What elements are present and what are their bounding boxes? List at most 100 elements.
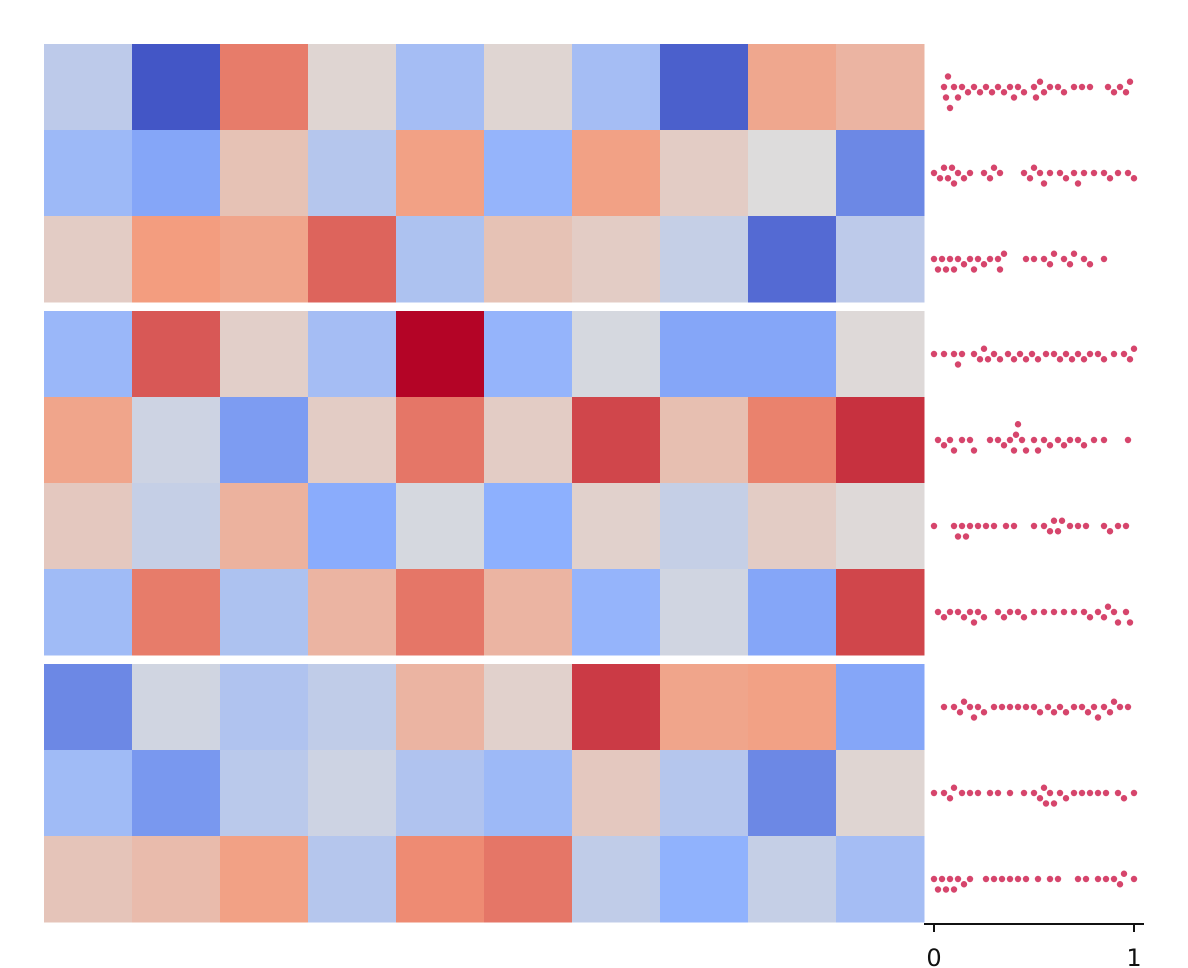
swarm-point: [1040, 89, 1048, 96]
heatmap-cell: [660, 750, 749, 837]
heatmap-cell: [396, 216, 485, 303]
heatmap-cell: [572, 397, 661, 484]
swarm-point: [954, 608, 962, 616]
swarm-point: [1124, 703, 1132, 711]
swarm-point: [1014, 703, 1022, 711]
swarm-point: [990, 350, 998, 358]
heatmap-cell: [132, 311, 221, 398]
heatmap-cell: [396, 311, 485, 398]
swarm-point: [1082, 875, 1090, 883]
swarm-point: [996, 356, 1004, 363]
swarm-point: [1030, 255, 1038, 263]
heatmap-cell: [748, 836, 837, 923]
heatmap-cell: [396, 664, 485, 751]
swarm-point: [980, 261, 988, 268]
heatmap-cell: [308, 216, 397, 303]
heatmap-cell: [572, 311, 661, 398]
swarm-point: [1056, 703, 1064, 711]
swarm-point: [1050, 709, 1058, 716]
swarm-point: [1126, 356, 1134, 363]
swarm-point: [1044, 703, 1052, 711]
swarm-point: [1100, 703, 1108, 711]
swarm-point: [954, 94, 962, 101]
swarm-point: [946, 875, 954, 883]
heatmap-cell: [132, 130, 221, 217]
swarm-point: [1070, 789, 1078, 797]
swarm-point: [1062, 175, 1070, 182]
swarm-point: [1056, 789, 1064, 797]
swarm-point: [1094, 714, 1102, 721]
swarm-point: [1050, 800, 1058, 807]
heatmap-cell: [836, 664, 925, 751]
swarm-point: [930, 789, 938, 797]
heatmap-cell: [44, 130, 133, 217]
heatmap-cell: [44, 44, 133, 131]
swarm-point: [1034, 447, 1042, 454]
swarm-point: [1056, 169, 1064, 177]
heatmap-cell: [572, 664, 661, 751]
swarm-point: [1106, 175, 1114, 182]
swarm-point: [1060, 255, 1068, 263]
swarm-point: [958, 350, 966, 358]
swarm-point: [934, 608, 942, 616]
swarm-point: [960, 175, 968, 182]
heatmap-cell: [572, 130, 661, 217]
heatmap-cell: [748, 397, 837, 484]
swarm-point: [1042, 800, 1050, 807]
swarm-point: [1046, 83, 1054, 91]
swarm-point: [1070, 703, 1078, 711]
swarm-point: [1042, 350, 1050, 358]
swarm-point: [940, 350, 948, 358]
swarm-point: [1082, 522, 1090, 530]
swarm-point: [1102, 789, 1110, 797]
swarm-point: [1054, 528, 1062, 535]
heatmap-cell: [660, 664, 749, 751]
heatmap-cell: [308, 750, 397, 837]
heatmap-cell: [132, 483, 221, 570]
swarm-point: [1010, 522, 1018, 530]
swarm-point: [966, 789, 974, 797]
heatmap-cell: [220, 483, 309, 570]
swarm-point: [940, 703, 948, 711]
swarm-point: [1040, 784, 1048, 791]
heatmap-cell: [132, 397, 221, 484]
swarm-point: [1046, 789, 1054, 797]
swarm-point: [930, 875, 938, 883]
swarm-point: [1016, 350, 1024, 358]
swarm-point: [966, 875, 974, 883]
swarm-point: [1094, 789, 1102, 797]
swarm-point: [950, 703, 958, 711]
swarm-point: [994, 789, 1002, 797]
swarm-point: [1080, 608, 1088, 616]
heatmap-cell: [132, 44, 221, 131]
swarm-point: [950, 447, 958, 454]
swarm-point: [942, 266, 950, 273]
swarm-point: [1116, 83, 1124, 91]
swarm-point: [1078, 703, 1086, 711]
swarm-point: [954, 255, 962, 263]
swarm-point: [994, 436, 1002, 444]
heatmap-cell: [308, 836, 397, 923]
swarm-point: [930, 255, 938, 263]
heatmap-cell: [308, 311, 397, 398]
swarm-point: [944, 175, 952, 182]
heatmap-cell: [660, 397, 749, 484]
swarm-point: [1034, 875, 1042, 883]
heatmap-cell: [220, 664, 309, 751]
heatmap-cell: [132, 216, 221, 303]
heatmap-cell: [396, 483, 485, 570]
swarm-point: [1104, 603, 1112, 610]
swarm-point: [1066, 261, 1074, 268]
swarm-point: [966, 436, 974, 444]
swarm-point: [1036, 795, 1044, 802]
swarm-point: [954, 533, 962, 540]
swarm-point: [980, 614, 988, 621]
swarm-point: [1062, 350, 1070, 358]
heatmap-cell: [660, 311, 749, 398]
swarm-point: [1036, 78, 1044, 85]
swarm-point: [950, 180, 958, 187]
swarm-point: [1040, 608, 1048, 616]
swarm-point: [940, 614, 948, 621]
swarm-point: [1122, 89, 1130, 96]
